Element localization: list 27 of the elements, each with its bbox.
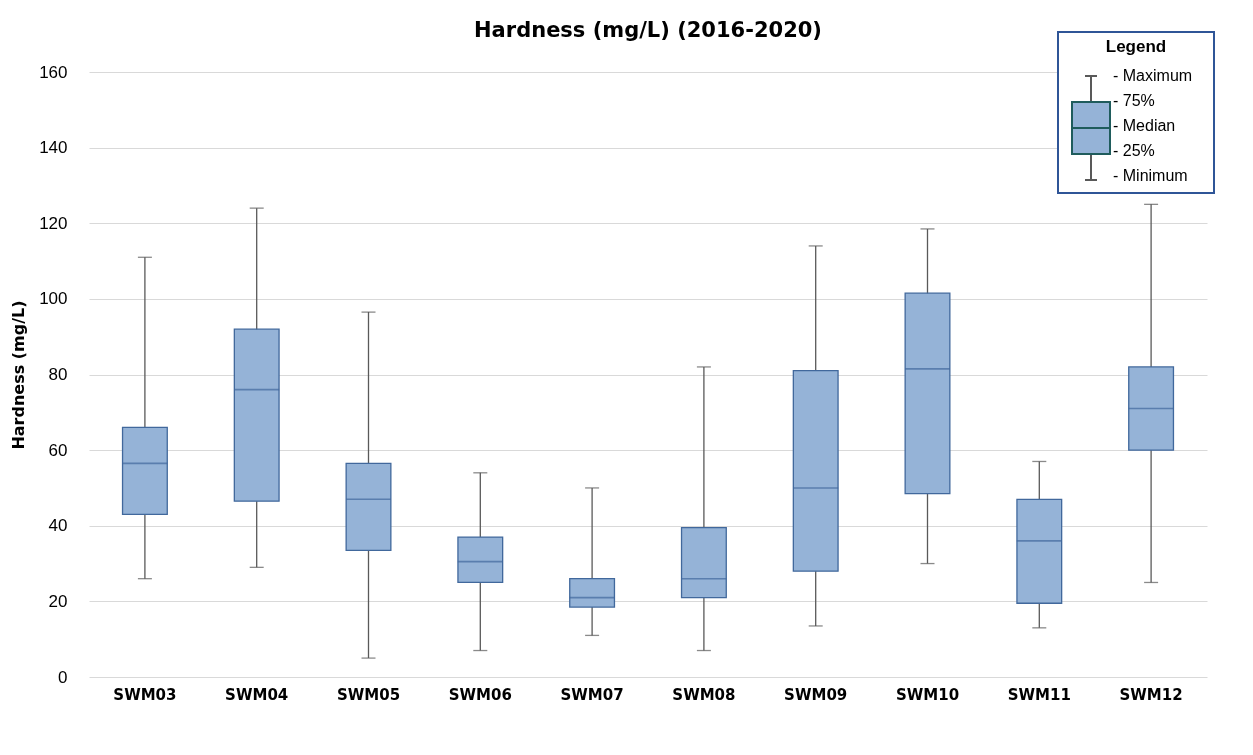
annotation: - 75%	[1113, 92, 1155, 110]
y-tick-label: 100	[39, 289, 68, 309]
annotation: - Maximum	[1113, 67, 1193, 85]
chart-title: Hardness (mg/L) (2016-2020)	[474, 18, 822, 42]
x-tick-label: SWM06	[448, 685, 512, 704]
y-tick-label: 60	[48, 440, 68, 460]
x-tick-label: SWM12	[1119, 685, 1183, 704]
annotation: - 25%	[1113, 142, 1155, 160]
x-tick-label: SWM09	[784, 685, 848, 704]
x-tick-label: SWM03	[113, 685, 177, 704]
y-tick-label: 40	[48, 516, 68, 536]
legend-title: Legend	[1104, 37, 1168, 57]
x-tick-label: SWM07	[560, 685, 624, 704]
annotation: - Minimum	[1113, 167, 1188, 185]
y-tick-label: 0	[58, 667, 68, 687]
y-axis-title: Hardness (mg/L)	[9, 300, 29, 450]
y-tick-label: 80	[48, 365, 68, 384]
x-tick-label: SWM11	[1007, 685, 1071, 704]
x-tick-label: SWM05	[336, 685, 401, 704]
x-tick-label: SWM10	[895, 685, 960, 704]
y-tick-label: 140	[39, 138, 68, 158]
x-tick-label: SWM08	[672, 685, 736, 704]
x-tick-label: SWM04	[225, 685, 289, 704]
annotation: - Median	[1113, 117, 1176, 135]
y-tick-label: 20	[48, 591, 68, 611]
y-tick-label: 120	[39, 213, 68, 233]
y-tick-label: 160	[39, 62, 68, 82]
